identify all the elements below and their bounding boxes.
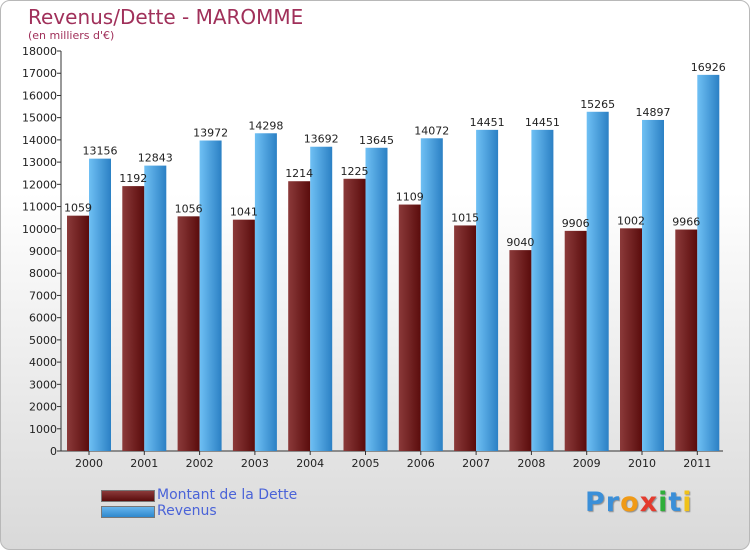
x-tick-label: 2005: [352, 457, 380, 470]
debt-bar: [398, 204, 421, 451]
debt-bar: [288, 181, 311, 451]
y-tick-label: 7000: [29, 289, 57, 302]
revenue-bar: [365, 147, 388, 451]
revenue-value-label: 13972: [193, 127, 228, 140]
debt-value-label: 1059: [64, 202, 92, 215]
revenue-bar: [199, 140, 222, 451]
debt-bar: [343, 178, 366, 451]
y-tick-label: 18000: [22, 45, 57, 58]
revenue-bar: [310, 146, 333, 451]
y-tick-label: 3000: [29, 378, 57, 391]
revenue-value-label: 14072: [414, 124, 449, 137]
debt-value-label: 1015: [451, 211, 479, 224]
y-tick-label: 2000: [29, 401, 57, 414]
revenue-value-label: 16926: [691, 61, 726, 74]
y-tick-label: 8000: [29, 267, 57, 280]
debt-value-label: 9906: [562, 217, 590, 230]
y-tick-label: 17000: [22, 67, 57, 80]
proxiti-logo: Proxiti: [585, 487, 693, 518]
x-tick-label: 2007: [462, 457, 490, 470]
debt-value-label: 1214: [285, 167, 313, 180]
debt-bar: [177, 216, 200, 451]
y-tick-label: 4000: [29, 356, 57, 369]
logo-letter: o: [620, 487, 640, 518]
chart-subtitle: (en milliers d'€): [28, 29, 115, 42]
y-tick-label: 1000: [29, 423, 57, 436]
debt-bar: [620, 228, 642, 451]
y-tick-label: 9000: [29, 245, 57, 258]
y-tick-label: 0: [50, 445, 57, 458]
debt-value-label: 1002: [617, 214, 645, 227]
revenue-value-label: 13692: [304, 133, 339, 146]
revenue-value-label: 14298: [248, 119, 283, 132]
revenue-value-label: 13645: [359, 134, 394, 147]
y-tick-label: 6000: [29, 312, 57, 325]
revenue-value-label: 14451: [470, 116, 505, 129]
revenue-value-label: 13156: [83, 145, 118, 158]
y-tick-label: 16000: [22, 89, 57, 102]
x-tick-label: 2010: [628, 457, 656, 470]
x-tick-label: 2000: [75, 457, 103, 470]
debt-value-label: 1109: [396, 191, 424, 204]
debt-bar: [67, 215, 89, 451]
debt-value-label: 1192: [119, 172, 147, 185]
logo-letter: i: [658, 487, 669, 518]
revenue-bar: [420, 138, 443, 452]
revenue-bar: [89, 158, 111, 451]
revenue-bar: [642, 119, 664, 451]
chart-title: Revenus/Dette - MAROMME: [28, 5, 304, 29]
logo-letter: t: [668, 487, 683, 518]
debt-bar: [675, 229, 698, 451]
revenue-value-label: 12843: [138, 152, 173, 165]
logo-letter: x: [639, 487, 659, 518]
debt-value-label: 1225: [341, 165, 369, 178]
debt-value-label: 9966: [672, 216, 700, 229]
legend-swatch-debt: [101, 490, 155, 502]
revenue-bar: [697, 74, 720, 451]
revenue-value-label: 15265: [580, 98, 615, 111]
x-tick-label: 2009: [573, 457, 601, 470]
x-tick-label: 2001: [130, 457, 158, 470]
legend-label-revenue: Revenus: [157, 503, 217, 519]
x-tick-label: 2002: [186, 457, 214, 470]
legend-swatch-revenue: [101, 506, 155, 518]
revenue-bar: [254, 133, 277, 451]
debt-value-label: 1056: [175, 202, 203, 215]
x-tick-label: 2003: [241, 457, 269, 470]
revenue-bar: [476, 129, 499, 451]
y-tick-label: 11000: [22, 201, 57, 214]
debt-bar: [564, 230, 587, 451]
y-tick-label: 12000: [22, 178, 57, 191]
debt-value-label: 1041: [230, 206, 258, 219]
debt-bar: [232, 219, 255, 451]
revenue-value-label: 14451: [525, 116, 560, 129]
debt-value-label: 9040: [506, 236, 534, 249]
y-tick-label: 5000: [29, 334, 57, 347]
logo-letter: r: [605, 487, 621, 518]
y-tick-label: 15000: [22, 112, 57, 125]
y-tick-label: 13000: [22, 156, 57, 169]
revenue-bar: [531, 129, 554, 451]
x-tick-label: 2011: [683, 457, 711, 470]
y-tick-label: 14000: [22, 134, 57, 147]
x-tick-label: 2004: [296, 457, 324, 470]
x-tick-label: 2006: [407, 457, 435, 470]
revenue-bar: [586, 111, 609, 452]
debt-bar: [122, 186, 145, 451]
revenue-bar: [144, 165, 167, 451]
y-tick-label: 10000: [22, 223, 57, 236]
logo-letter: P: [585, 487, 606, 518]
debt-bar: [454, 225, 477, 451]
revenue-value-label: 14897: [636, 106, 671, 119]
legend-label-debt: Montant de la Dette: [157, 487, 298, 503]
x-tick-label: 2008: [517, 457, 545, 470]
logo-letter: i: [682, 487, 693, 518]
debt-bar: [509, 250, 532, 451]
